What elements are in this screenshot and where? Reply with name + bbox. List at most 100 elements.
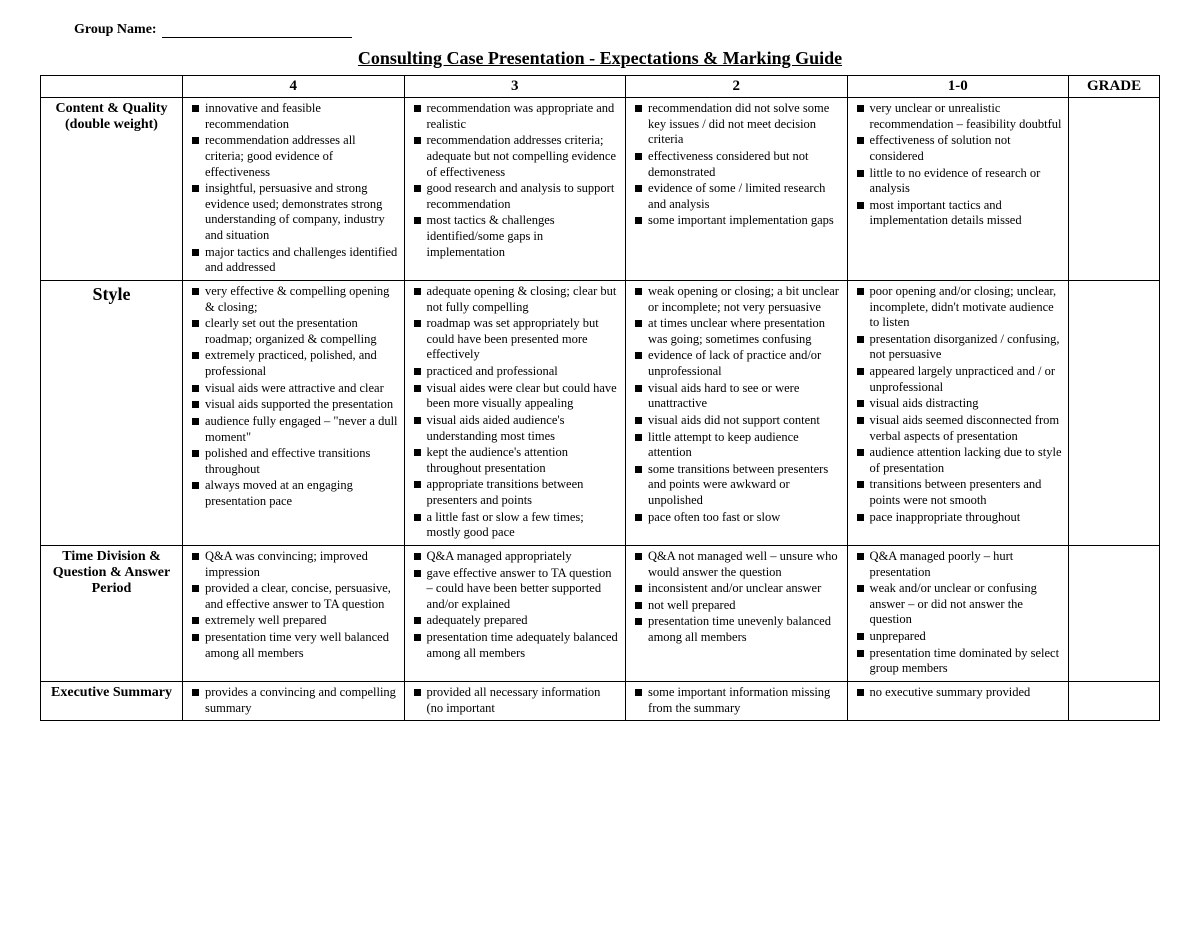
list-item: little attempt to keep audience attentio… [634, 430, 841, 461]
list-item: roadmap was set appropriately but could … [413, 316, 620, 363]
list-item: no executive summary provided [856, 685, 1063, 701]
level-cell: Q&A was convincing; improved impressionp… [183, 545, 405, 681]
level-cell: provided all necessary information (no i… [404, 681, 626, 720]
level-cell: some important information missing from … [626, 681, 848, 720]
list-item: inconsistent and/or unclear answer [634, 581, 841, 597]
level-cell: very unclear or unrealistic recommendati… [847, 98, 1069, 281]
col-level-1-0: 1-0 [847, 76, 1069, 98]
list-item: visual aides were clear but could have b… [413, 381, 620, 412]
list-item: recommendation was appropriate and reali… [413, 101, 620, 132]
grade-cell [1069, 98, 1160, 281]
bullet-list: recommendation was appropriate and reali… [409, 101, 622, 260]
group-name-blank-line [162, 37, 352, 38]
level-cell: Q&A managed poorly – hurt presentationwe… [847, 545, 1069, 681]
list-item: presentation disorganized / confusing, n… [856, 332, 1063, 363]
list-item: some transitions between presenters and … [634, 462, 841, 509]
list-item: very unclear or unrealistic recommendati… [856, 101, 1063, 132]
level-cell: weak opening or closing; a bit unclear o… [626, 280, 848, 545]
list-item: adequate opening & closing; clear but no… [413, 284, 620, 315]
list-item: visual aids aided audience's understandi… [413, 413, 620, 444]
list-item: some important implementation gaps [634, 213, 841, 229]
list-item: Q&A not managed well – unsure who would … [634, 549, 841, 580]
list-item: evidence of lack of practice and/or unpr… [634, 348, 841, 379]
bullet-list: very effective & compelling opening & cl… [187, 284, 400, 510]
rubric-table: 4 3 2 1-0 GRADE Content & Quality (doubl… [40, 75, 1160, 721]
list-item: appropriate transitions between presente… [413, 477, 620, 508]
level-cell: Q&A managed appropriatelygave effective … [404, 545, 626, 681]
list-item: weak opening or closing; a bit unclear o… [634, 284, 841, 315]
bullet-list: provides a convincing and compelling sum… [187, 685, 400, 716]
list-item: poor opening and/or closing; unclear, in… [856, 284, 1063, 331]
level-cell: recommendation was appropriate and reali… [404, 98, 626, 281]
level-cell: Q&A not managed well – unsure who would … [626, 545, 848, 681]
list-item: very effective & compelling opening & cl… [191, 284, 398, 315]
list-item: a little fast or slow a few times; mostl… [413, 510, 620, 541]
list-item: polished and effective transitions throu… [191, 446, 398, 477]
list-item: pace inappropriate throughout [856, 510, 1063, 526]
list-item: audience attention lacking due to style … [856, 445, 1063, 476]
level-cell: recommendation did not solve some key is… [626, 98, 848, 281]
list-item: Q&A managed poorly – hurt presentation [856, 549, 1063, 580]
list-item: recommendation did not solve some key is… [634, 101, 841, 148]
list-item: effectiveness of solution not considered [856, 133, 1063, 164]
bullet-list: innovative and feasible recommendationre… [187, 101, 400, 276]
list-item: clearly set out the presentation roadmap… [191, 316, 398, 347]
list-item: effectiveness considered but not demonst… [634, 149, 841, 180]
list-item: innovative and feasible recommendation [191, 101, 398, 132]
list-item: most tactics & challenges identified/som… [413, 213, 620, 260]
list-item: visual aids were attractive and clear [191, 381, 398, 397]
list-item: Q&A managed appropriately [413, 549, 620, 565]
list-item: some important information missing from … [634, 685, 841, 716]
list-item: presentation time unevenly balanced amon… [634, 614, 841, 645]
col-grade: GRADE [1069, 76, 1160, 98]
list-item: visual aids seemed disconnected from ver… [856, 413, 1063, 444]
bullet-list: Q&A managed poorly – hurt presentationwe… [852, 549, 1065, 677]
table-row: Executive Summaryprovides a convincing a… [41, 681, 1160, 720]
list-item: at times unclear where presentation was … [634, 316, 841, 347]
list-item: good research and analysis to support re… [413, 181, 620, 212]
page-title: Consulting Case Presentation - Expectati… [40, 48, 1160, 69]
grade-cell [1069, 545, 1160, 681]
list-item: gave effective answer to TA question – c… [413, 566, 620, 613]
list-item: unprepared [856, 629, 1063, 645]
bullet-list: very unclear or unrealistic recommendati… [852, 101, 1065, 229]
list-item: transitions between presenters and point… [856, 477, 1063, 508]
list-item: not well prepared [634, 598, 841, 614]
level-cell: very effective & compelling opening & cl… [183, 280, 405, 545]
bullet-list: Q&A managed appropriatelygave effective … [409, 549, 622, 661]
list-item: presentation time dominated by select gr… [856, 646, 1063, 677]
col-level-3: 3 [404, 76, 626, 98]
list-item: presentation time adequately balanced am… [413, 630, 620, 661]
list-item: extremely practiced, polished, and profe… [191, 348, 398, 379]
list-item: kept the audience's attention throughout… [413, 445, 620, 476]
list-item: recommendation addresses criteria; adequ… [413, 133, 620, 180]
list-item: visual aids did not support content [634, 413, 841, 429]
table-row: Time Division & Question & Answer Period… [41, 545, 1160, 681]
list-item: insightful, persuasive and strong eviden… [191, 181, 398, 244]
list-item: pace often too fast or slow [634, 510, 841, 526]
group-name-label: Group Name: [74, 22, 1160, 38]
list-item: adequately prepared [413, 613, 620, 629]
list-item: provided a clear, concise, persuasive, a… [191, 581, 398, 612]
list-item: presentation time very well balanced amo… [191, 630, 398, 661]
table-row: Content & Quality (double weight)innovat… [41, 98, 1160, 281]
list-item: Q&A was convincing; improved impression [191, 549, 398, 580]
list-item: always moved at an engaging presentation… [191, 478, 398, 509]
list-item: most important tactics and implementatio… [856, 198, 1063, 229]
list-item: provided all necessary information (no i… [413, 685, 620, 716]
grade-cell [1069, 280, 1160, 545]
list-item: recommendation addresses all criteria; g… [191, 133, 398, 180]
table-header-row: 4 3 2 1-0 GRADE [41, 76, 1160, 98]
bullet-list: provided all necessary information (no i… [409, 685, 622, 716]
bullet-list: no executive summary provided [852, 685, 1065, 701]
table-row: Style very effective & compelling opening… [41, 280, 1160, 545]
bullet-list: poor opening and/or closing; unclear, in… [852, 284, 1065, 525]
criterion-cell: Style [41, 280, 183, 545]
bullet-list: weak opening or closing; a bit unclear o… [630, 284, 843, 525]
level-cell: no executive summary provided [847, 681, 1069, 720]
level-cell: poor opening and/or closing; unclear, in… [847, 280, 1069, 545]
list-item: appeared largely unpracticed and / or un… [856, 364, 1063, 395]
bullet-list: Q&A was convincing; improved impressionp… [187, 549, 400, 661]
criterion-cell: Time Division & Question & Answer Period [41, 545, 183, 681]
list-item: major tactics and challenges identified … [191, 245, 398, 276]
